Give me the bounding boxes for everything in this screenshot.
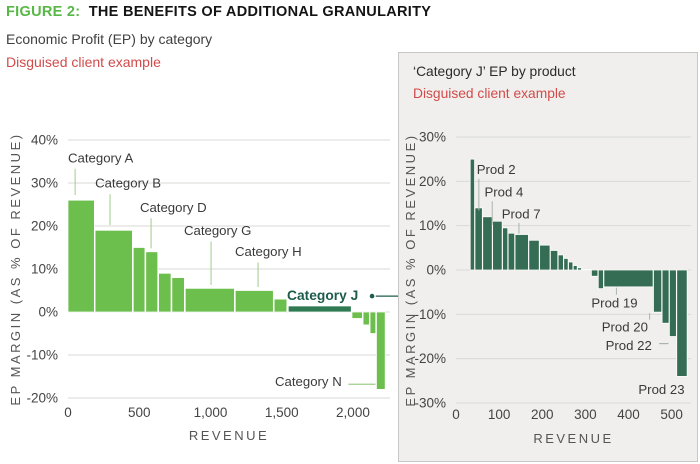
- bar-prod-5: [502, 227, 509, 271]
- x-tick-label: 500: [660, 407, 683, 422]
- bar-prod-4: [492, 220, 503, 271]
- bar-category-b: [94, 229, 133, 313]
- bar-category-a: [67, 199, 95, 313]
- bar-prod-8: [528, 239, 540, 271]
- category-chart: 40% 30% 20% 10% 0% -10% -20% 0 500 1,000 1,500 2,00…: [8, 132, 398, 443]
- panel-disguised-note: Disguised client example: [413, 86, 566, 101]
- figure-label: FIGURE 2:: [6, 4, 81, 20]
- bar-prod-11: [557, 254, 564, 271]
- annotation-category-d: Category D: [140, 200, 207, 215]
- y-tick-label: 20%: [419, 174, 446, 189]
- bar-prod-19: [603, 269, 654, 288]
- bar-prod-16: [581, 269, 592, 271]
- annotation-category-n: Category N: [275, 374, 342, 389]
- bar-prod-20: [653, 269, 663, 313]
- x-tick-label: 0: [64, 405, 72, 420]
- y-tick-label: 10%: [31, 262, 58, 277]
- x-tick-label: 1,000: [194, 405, 228, 420]
- bar-category-n: [376, 311, 386, 390]
- bar-prod-23: [676, 269, 688, 377]
- bar-prod-17: [591, 269, 599, 277]
- figure-title: THE BENEFITS OF ADDITIONAL GRANULARITY: [88, 4, 432, 20]
- annotation-prod-2: Prod 2: [477, 162, 516, 177]
- y-tick-label: 10%: [419, 218, 446, 233]
- annotation-prod-20: Prod 20: [602, 320, 648, 335]
- bar-prod-7: [514, 234, 529, 271]
- bar-category-k: [351, 311, 363, 319]
- x-axis-label: REVENUE: [189, 428, 269, 443]
- bar-category-l: [362, 311, 370, 326]
- y-tick-label: 0%: [38, 305, 58, 320]
- y-tick-label: -10%: [26, 348, 58, 363]
- bar-category-g: [184, 287, 235, 313]
- y-tick-label: 0%: [426, 263, 446, 278]
- bar-prod-18: [597, 269, 604, 289]
- annotation-category-j: Category J: [287, 288, 358, 303]
- bar-category-j: [287, 305, 352, 313]
- annotation-prod-19: Prod 19: [591, 296, 637, 311]
- bar-prod-2: [474, 207, 483, 271]
- bar-category-e: [158, 272, 172, 313]
- x-tick-label: 400: [617, 407, 640, 422]
- x-tick-label: 0: [452, 407, 460, 422]
- bar-prod-6: [507, 232, 516, 271]
- bar-prod-14: [572, 265, 578, 271]
- y-tick-label: 30%: [419, 130, 446, 145]
- y-tick-label: -20%: [26, 391, 58, 406]
- product-panel: ‘Category J’ EP by product Disguised cli…: [398, 52, 698, 462]
- y-tick-label: -20%: [414, 351, 446, 366]
- x-tick-label: 100: [488, 407, 511, 422]
- x-tick-label: 2,000: [336, 405, 370, 420]
- bar-prod-21: [661, 269, 670, 324]
- bar-prod-13: [568, 261, 574, 271]
- bar-category-i: [273, 298, 288, 313]
- bar-category-h: [234, 290, 274, 313]
- x-tick-label: 1,500: [265, 405, 299, 420]
- bar-prod-3: [482, 216, 493, 271]
- annotation-prod-7: Prod 7: [502, 207, 541, 222]
- annotation-category-b: Category B: [95, 176, 161, 191]
- y-tick-label: 40%: [31, 133, 58, 148]
- annotation-prod-23: Prod 23: [638, 382, 684, 397]
- y-tick-label: -30%: [414, 396, 446, 411]
- bar-prod-10: [550, 250, 559, 271]
- chart-subtitle: Economic Profit (EP) by category: [6, 31, 213, 47]
- annotation-category-g: Category G: [184, 223, 251, 238]
- y-tick-label: 30%: [31, 176, 58, 191]
- disguised-note: Disguised client example: [6, 54, 161, 70]
- panel-title: ‘Category J’ EP by product: [413, 64, 576, 79]
- x-axis-label: REVENUE: [533, 431, 613, 446]
- x-tick-label: 500: [128, 405, 151, 420]
- bar-category-c: [132, 247, 146, 313]
- x-tick-label: 200: [531, 407, 554, 422]
- y-tick-label: -10%: [414, 307, 446, 322]
- bar-prod-15: [577, 267, 582, 271]
- bar-category-m: [369, 311, 377, 334]
- bar-category-f: [171, 277, 185, 313]
- bar-prod-1: [469, 158, 475, 271]
- annotation-category-h: Category H: [235, 244, 302, 259]
- y-tick-label: 20%: [31, 219, 58, 234]
- bar-prod-9: [539, 244, 551, 271]
- figure-header: FIGURE 2: THE BENEFITS OF ADDITIONAL GRA…: [6, 4, 431, 20]
- bar-category-d: [145, 251, 159, 313]
- y-axis-label: EP MARGIN (AS % OF REVENUE): [403, 133, 418, 406]
- annotation-prod-4: Prod 4: [484, 184, 523, 199]
- annotation-category-a: Category A: [68, 150, 133, 165]
- bar-prod-22: [669, 269, 677, 337]
- x-tick-label: 300: [574, 407, 597, 422]
- y-axis-label: EP MARGIN (AS % OF REVENUE): [8, 132, 23, 405]
- bar-prod-12: [563, 258, 569, 271]
- annotation-prod-22: Prod 22: [606, 338, 652, 353]
- product-chart: 30% 20% 10% 0% -10% -20% -30% 0 100 200 300 400 500 E…: [403, 130, 691, 446]
- category-j-dot: [369, 293, 375, 299]
